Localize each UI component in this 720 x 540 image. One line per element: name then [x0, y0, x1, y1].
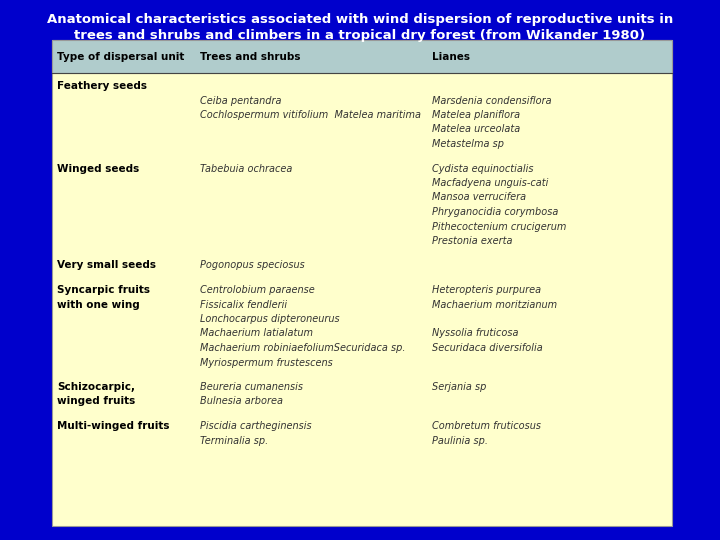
Bar — [52, 40, 672, 73]
Text: Matelea urceolata: Matelea urceolata — [432, 125, 521, 134]
Text: Securidaca diversifolia: Securidaca diversifolia — [432, 343, 543, 353]
Text: Marsdenia condensiflora: Marsdenia condensiflora — [432, 96, 552, 105]
Text: Pogonopus speciosus: Pogonopus speciosus — [200, 260, 305, 271]
Text: winged fruits: winged fruits — [57, 396, 135, 407]
Text: Heteropteris purpurea: Heteropteris purpurea — [432, 285, 541, 295]
Text: Serjania sp: Serjania sp — [432, 382, 487, 392]
Text: Trees and shrubs: Trees and shrubs — [200, 51, 300, 62]
Text: Fissicalix fendlerii: Fissicalix fendlerii — [200, 300, 287, 309]
Text: Lianes: Lianes — [432, 51, 470, 62]
Text: Very small seeds: Very small seeds — [57, 260, 156, 271]
Text: Syncarpic fruits: Syncarpic fruits — [57, 285, 150, 295]
Text: trees and shrubs and climbers in a tropical dry forest (from Wikander 1980): trees and shrubs and climbers in a tropi… — [74, 29, 646, 42]
Text: Terminalia sp.: Terminalia sp. — [200, 435, 269, 445]
Text: Paulinia sp.: Paulinia sp. — [432, 435, 488, 445]
Text: Machaerium latialatum: Machaerium latialatum — [200, 328, 313, 339]
Text: Winged seeds: Winged seeds — [57, 164, 139, 173]
Text: Ceiba pentandra: Ceiba pentandra — [200, 96, 282, 105]
Text: Mansoa verrucifera: Mansoa verrucifera — [432, 192, 526, 202]
Bar — [52, 40, 672, 526]
Text: Myriospermum frustescens: Myriospermum frustescens — [200, 357, 333, 368]
Text: Beureria cumanensis: Beureria cumanensis — [200, 382, 303, 392]
Text: Nyssolia fruticosa: Nyssolia fruticosa — [432, 328, 518, 339]
Text: Tabebuia ochracea: Tabebuia ochracea — [200, 164, 292, 173]
Text: Feathery seeds: Feathery seeds — [57, 81, 147, 91]
Text: Machaerium moritzianum: Machaerium moritzianum — [432, 300, 557, 309]
Text: Metastelma sp: Metastelma sp — [432, 139, 504, 149]
Text: Lonchocarpus dipteroneurus: Lonchocarpus dipteroneurus — [200, 314, 340, 324]
Text: Phryganocidia corymbosa: Phryganocidia corymbosa — [432, 207, 559, 217]
Text: Machaerium robiniaefoliumSecuridaca sp.: Machaerium robiniaefoliumSecuridaca sp. — [200, 343, 405, 353]
Text: with one wing: with one wing — [57, 300, 140, 309]
Text: Centrolobium paraense: Centrolobium paraense — [200, 285, 315, 295]
Text: Pithecoctenium crucigerum: Pithecoctenium crucigerum — [432, 221, 567, 232]
Text: Cydista equinoctialis: Cydista equinoctialis — [432, 164, 534, 173]
Text: Combretum fruticosus: Combretum fruticosus — [432, 421, 541, 431]
Text: Piscidia cartheginensis: Piscidia cartheginensis — [200, 421, 312, 431]
Text: Cochlospermum vitifolium  Matelea maritima: Cochlospermum vitifolium Matelea maritim… — [200, 110, 421, 120]
Text: Prestonia exerta: Prestonia exerta — [432, 236, 513, 246]
Text: Schizocarpic,: Schizocarpic, — [57, 382, 135, 392]
Text: Type of dispersal unit: Type of dispersal unit — [57, 51, 184, 62]
Text: Bulnesia arborea: Bulnesia arborea — [200, 396, 283, 407]
Text: Macfadyena unguis-cati: Macfadyena unguis-cati — [432, 178, 549, 188]
Text: Matelea planiflora: Matelea planiflora — [432, 110, 520, 120]
Text: Anatomical characteristics associated with wind dispersion of reproductive units: Anatomical characteristics associated wi… — [47, 13, 673, 26]
Text: Multi-winged fruits: Multi-winged fruits — [57, 421, 169, 431]
